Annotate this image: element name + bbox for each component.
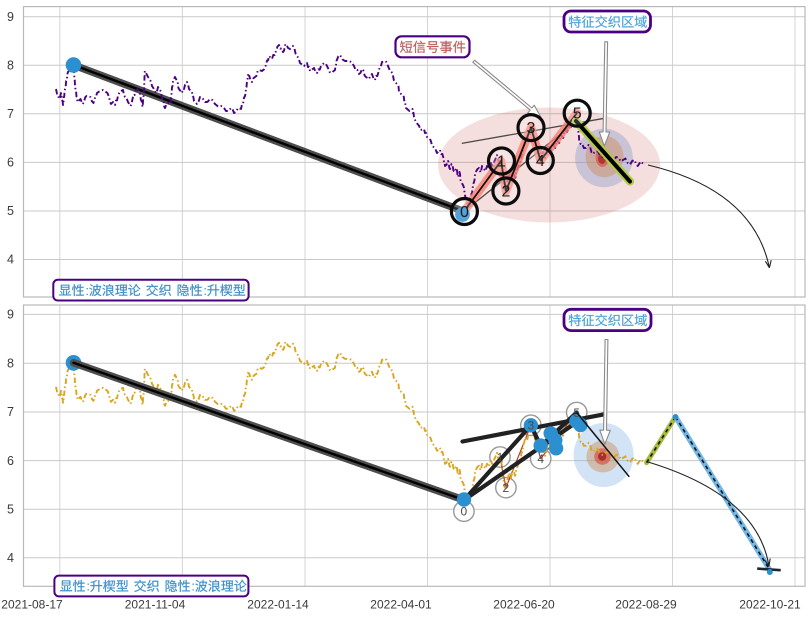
svg-text::: :: [203, 283, 207, 298]
svg-text:2022-08-29: 2022-08-29: [615, 598, 677, 612]
svg-text::: :: [86, 579, 90, 594]
svg-text:2022-10-21: 2022-10-21: [739, 598, 801, 612]
svg-text:2021-08-17: 2021-08-17: [1, 598, 63, 612]
svg-text:8: 8: [7, 356, 14, 370]
svg-text:4: 4: [536, 153, 545, 170]
svg-text:2021-11-04: 2021-11-04: [125, 598, 186, 612]
svg-text:4: 4: [7, 253, 14, 267]
svg-text:8: 8: [7, 59, 14, 73]
svg-text:0: 0: [460, 204, 469, 221]
svg-text::: :: [191, 579, 195, 594]
svg-text:9: 9: [7, 308, 14, 322]
svg-text:9: 9: [7, 10, 14, 24]
svg-text:4: 4: [7, 551, 14, 565]
svg-text:3: 3: [528, 419, 535, 433]
svg-text:6: 6: [7, 454, 14, 468]
svg-text:2: 2: [501, 184, 510, 201]
svg-text:2: 2: [503, 481, 510, 495]
svg-text::: :: [85, 283, 89, 298]
svg-text:1: 1: [497, 450, 504, 464]
svg-text:3: 3: [527, 120, 536, 137]
svg-text:1: 1: [497, 154, 506, 171]
svg-text:2022-06-20: 2022-06-20: [493, 598, 555, 612]
svg-text:4: 4: [537, 452, 544, 466]
svg-text:2022-04-01: 2022-04-01: [370, 598, 432, 612]
svg-text:7: 7: [7, 107, 14, 121]
svg-text:5: 5: [7, 502, 14, 516]
svg-text:5: 5: [7, 204, 14, 218]
svg-text:6: 6: [7, 156, 14, 170]
svg-text:2022-01-14: 2022-01-14: [247, 598, 309, 612]
svg-text:7: 7: [7, 405, 14, 419]
svg-text:0: 0: [461, 505, 468, 519]
svg-text:5: 5: [573, 106, 582, 123]
